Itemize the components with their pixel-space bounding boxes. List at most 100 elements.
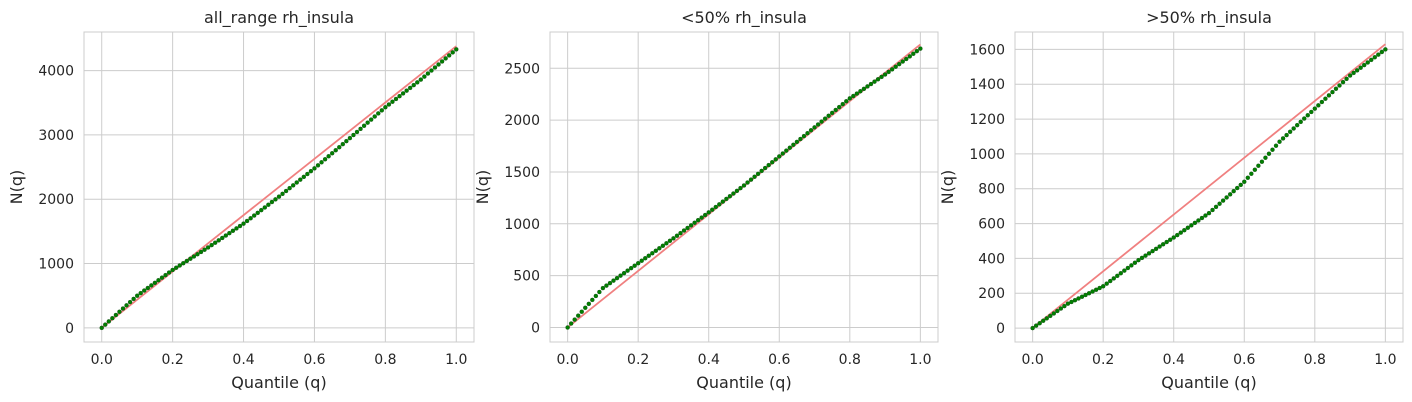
data-point: [1033, 323, 1039, 328]
data-point: [103, 322, 108, 327]
data-point: [333, 148, 338, 153]
data-point: [833, 107, 838, 113]
data-point: [163, 272, 168, 278]
data-point: [1136, 257, 1141, 263]
data-point: [568, 321, 574, 326]
data-point: [404, 88, 409, 93]
data-point: [166, 270, 172, 275]
data-point: [170, 267, 175, 273]
x-tick-label: 1.0: [445, 352, 467, 368]
data-point: [322, 157, 328, 162]
data-point: [1383, 47, 1388, 52]
x-tick-label: 0.0: [91, 352, 113, 368]
data-point: [138, 290, 143, 296]
data-point: [127, 299, 133, 305]
data-point: [628, 265, 634, 271]
data-point: [784, 148, 789, 153]
data-point: [812, 125, 817, 130]
data-point: [134, 293, 140, 298]
data-point: [244, 218, 250, 224]
data-point: [329, 151, 335, 156]
data-point: [731, 191, 736, 196]
y-tick-label: 1500: [504, 165, 540, 181]
data-point: [688, 223, 694, 228]
data-point: [173, 265, 179, 270]
data-point: [576, 313, 581, 318]
data-point: [1150, 248, 1155, 254]
data-point: [273, 197, 278, 202]
data-point: [110, 316, 115, 321]
data-point: [822, 116, 828, 121]
data-point: [639, 258, 644, 263]
data-point: [1199, 215, 1205, 221]
y-tick-label: 1000: [969, 147, 1005, 163]
data-point: [181, 261, 186, 266]
data-point: [361, 123, 367, 128]
data-point: [907, 54, 912, 59]
data-point: [904, 56, 909, 62]
data-point: [1291, 126, 1296, 131]
data-point: [918, 46, 923, 51]
chart-title: <50% rh_insula: [681, 8, 807, 28]
data-point: [618, 273, 623, 278]
y-tick-label: 2500: [504, 61, 540, 77]
data-point: [1326, 93, 1332, 98]
data-point: [872, 79, 877, 84]
data-point: [1305, 113, 1310, 118]
data-point: [1235, 185, 1240, 191]
data-point: [1273, 143, 1279, 148]
reference-line: [1032, 43, 1386, 329]
data-point: [1160, 242, 1166, 247]
data-point: [621, 270, 627, 276]
data-point: [106, 319, 112, 324]
data-point: [1093, 287, 1099, 292]
data-point: [773, 157, 778, 162]
data-point: [674, 233, 680, 238]
data-point: [1277, 139, 1282, 144]
y-tick-label: 2000: [504, 113, 540, 129]
data-point: [1347, 73, 1353, 78]
data-point: [266, 202, 271, 207]
data-point: [1263, 155, 1268, 160]
data-point: [1086, 291, 1092, 296]
y-tick-label: 0: [65, 321, 74, 337]
data-point: [1294, 122, 1300, 128]
y-tick-label: 500: [513, 269, 540, 285]
data-point: [131, 296, 136, 302]
data-point: [1132, 260, 1138, 265]
data-point: [1100, 284, 1106, 289]
data-point: [1302, 116, 1307, 121]
y-tick-label: 3000: [38, 128, 74, 144]
data-point: [879, 74, 884, 80]
data-point: [415, 80, 420, 85]
data-point: [766, 162, 771, 168]
data-point: [1090, 289, 1095, 294]
data-point: [667, 238, 673, 244]
y-tick-label: 400: [978, 251, 1005, 267]
x-tick-label: 0.2: [1092, 352, 1114, 368]
data-point: [826, 113, 831, 118]
data-point: [1330, 89, 1335, 95]
data-point: [301, 174, 307, 180]
data-point: [886, 69, 891, 75]
data-point: [889, 67, 895, 72]
data-point: [1108, 278, 1113, 284]
chart-title: all_range rh_insula: [204, 8, 354, 28]
data-point: [425, 71, 431, 76]
data-point: [1372, 55, 1377, 60]
data-point: [351, 132, 356, 138]
data-point: [657, 246, 662, 251]
data-point: [1076, 296, 1081, 301]
data-point: [837, 104, 842, 110]
data-point: [1224, 195, 1229, 200]
data-point: [755, 171, 761, 177]
data-point: [1122, 268, 1127, 273]
data-point: [1055, 308, 1060, 314]
data-point: [251, 213, 257, 218]
data-point: [358, 126, 363, 132]
data-point: [1192, 220, 1198, 226]
y-tick-label: 1000: [38, 257, 74, 273]
data-point: [159, 275, 165, 280]
x-tick-label: 0.4: [232, 352, 254, 368]
data-point: [741, 183, 747, 188]
